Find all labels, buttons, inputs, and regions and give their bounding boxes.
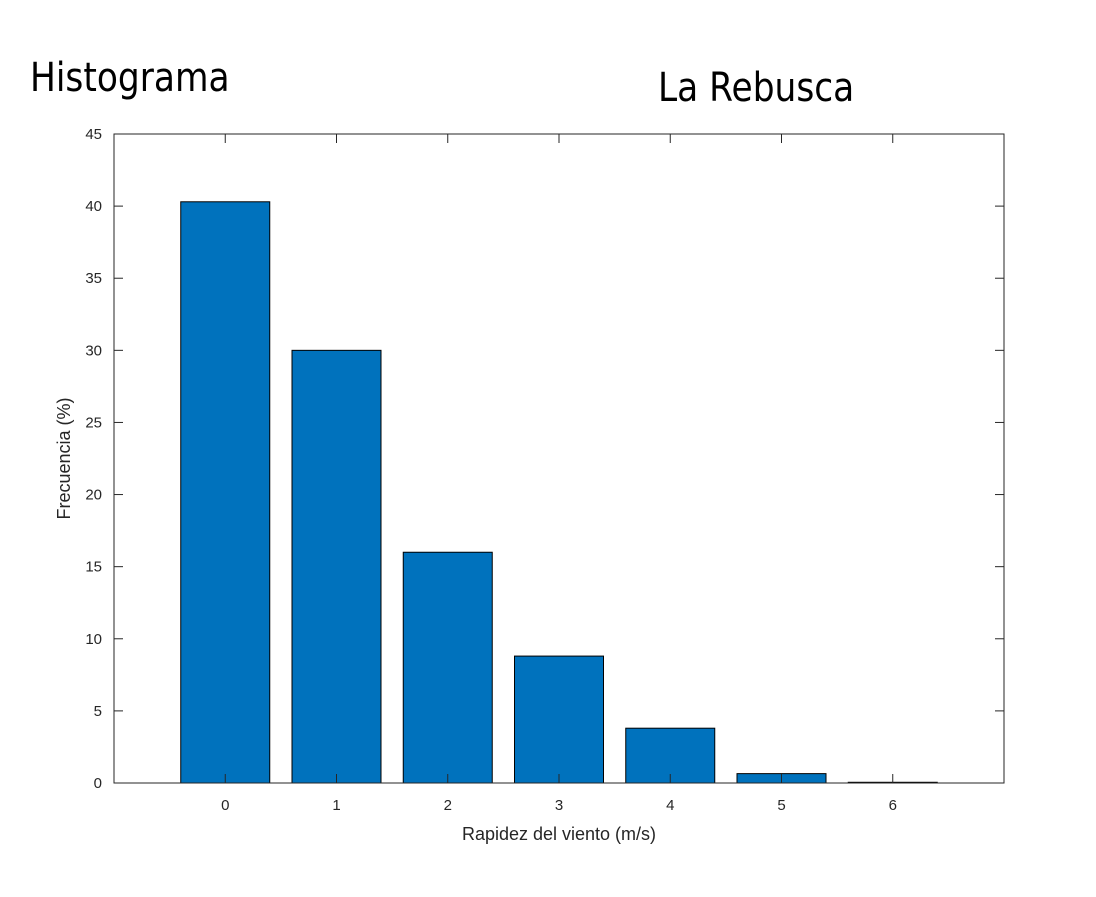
y-tick-label: 5 — [94, 703, 102, 720]
y-tick-label: 35 — [85, 270, 102, 287]
histogram-bar — [180, 201, 271, 784]
y-tick-label: 15 — [85, 559, 102, 576]
bars-layer — [180, 201, 938, 784]
y-tick-label: 10 — [85, 631, 102, 648]
y-tick-label: 30 — [85, 342, 102, 359]
y-axis-label: Frecuencia (%) — [54, 397, 74, 519]
histogram-bar — [514, 655, 604, 784]
y-tick-label: 25 — [85, 414, 102, 431]
y-tick-label: 40 — [85, 198, 102, 215]
plot-frame — [113, 133, 1005, 784]
x-tick-label: 0 — [221, 797, 229, 814]
x-tick-label: 5 — [777, 797, 785, 814]
station-title: La Rebusca — [658, 65, 855, 111]
x-tick-label: 6 — [889, 797, 897, 814]
histogram-bar — [402, 551, 493, 784]
x-tick-label: 2 — [444, 797, 452, 814]
x-tick-label: 1 — [332, 797, 340, 814]
x-axis-label: Rapidez del viento (m/s) — [462, 824, 656, 844]
y-tick-label: 20 — [85, 487, 102, 504]
x-tick-label: 3 — [555, 797, 563, 814]
histogram-bar — [291, 349, 382, 784]
histogram-title: Histograma — [30, 55, 230, 101]
y-tick-label: 45 — [85, 126, 102, 143]
y-tick-label: 0 — [94, 775, 102, 792]
x-tick-label: 4 — [666, 797, 674, 814]
